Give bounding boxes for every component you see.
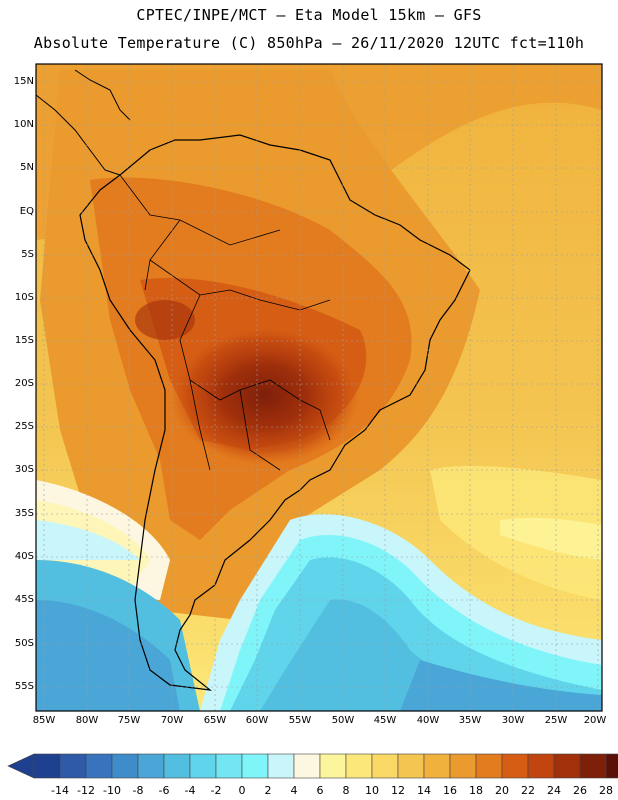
colorbar-label: 4 xyxy=(290,784,298,797)
colorbar-label: -12 xyxy=(77,784,95,797)
lon-label-85w: 85W xyxy=(32,715,56,726)
colorbar-label: 0 xyxy=(238,784,246,797)
colorbar-bin xyxy=(319,753,347,779)
lat-label-15n: 15N xyxy=(13,76,34,87)
lon-label-40w: 40W xyxy=(416,715,440,726)
lat-label-30s: 30S xyxy=(14,464,34,475)
colorbar-bin xyxy=(111,753,139,779)
colorbar-label: 24 xyxy=(547,784,561,797)
colorbar-bin xyxy=(449,753,477,779)
map-frame xyxy=(35,63,603,712)
colorbar-label: -6 xyxy=(158,784,170,797)
lat-label-10n: 10N xyxy=(13,119,34,130)
lon-label-60w: 60W xyxy=(245,715,269,726)
lat-lon-grid xyxy=(36,64,602,711)
colorbar-label: 26 xyxy=(573,784,587,797)
colorbar-label: 18 xyxy=(469,784,483,797)
lon-label-80w: 80W xyxy=(75,715,99,726)
colorbar-bin xyxy=(553,753,581,779)
central-america-coastline xyxy=(35,69,131,176)
colorbar-bin xyxy=(579,753,607,779)
colorbar-bin xyxy=(85,753,113,779)
lon-label-20w: 20W xyxy=(583,715,607,726)
colorbar-label: 20 xyxy=(495,784,509,797)
lat-label-5n: 5N xyxy=(20,162,34,173)
colorbar-bin xyxy=(527,753,555,779)
lat-label-20s: 20S xyxy=(14,378,34,389)
colorbar-label: -10 xyxy=(103,784,121,797)
continent-coastline xyxy=(79,134,471,691)
lon-label-75w: 75W xyxy=(117,715,141,726)
lon-label-45w: 45W xyxy=(373,715,397,726)
lon-label-70w: 70W xyxy=(160,715,184,726)
colorbar-bin xyxy=(59,753,87,779)
country-borders xyxy=(119,174,331,471)
colorbar-label: 12 xyxy=(391,784,405,797)
lat-label-45s: 45S xyxy=(14,594,34,605)
colorbar-label: 6 xyxy=(316,784,324,797)
lat-label-10s: 10S xyxy=(14,292,34,303)
temperature-field xyxy=(36,64,602,711)
lat-label-40s: 40S xyxy=(14,551,34,562)
colorbar-label: 16 xyxy=(443,784,457,797)
colorbar-label: -4 xyxy=(184,784,196,797)
colorbar-bin xyxy=(163,753,191,779)
colorbar-under-arrow xyxy=(7,753,35,779)
lon-label-30w: 30W xyxy=(501,715,525,726)
colorbar-bin xyxy=(345,753,373,779)
colorbar-bin xyxy=(397,753,425,779)
lat-label-eq: EQ xyxy=(19,206,34,217)
colorbar-label: 28 xyxy=(599,784,613,797)
colorbar-bin xyxy=(371,753,399,779)
lon-label-35w: 35W xyxy=(458,715,482,726)
map-title-line2: Absolute Temperature (C) 850hPa – 26/11/… xyxy=(33,34,585,52)
lon-label-65w: 65W xyxy=(203,715,227,726)
colorbar-bin xyxy=(267,753,295,779)
lat-label-15s: 15S xyxy=(14,335,34,346)
colorbar-bin xyxy=(293,753,321,779)
colorbar-bin xyxy=(33,753,61,779)
colorbar-label: -2 xyxy=(210,784,222,797)
colorbar-label: 8 xyxy=(342,784,350,797)
lat-label-35s: 35S xyxy=(14,508,34,519)
lon-label-25w: 25W xyxy=(544,715,568,726)
map-title-line1: CPTEC/INPE/MCT – Eta Model 15km – GFS xyxy=(136,6,482,24)
colorbar-bin xyxy=(215,753,243,779)
lat-label-5s: 5S xyxy=(21,249,34,260)
lon-label-50w: 50W xyxy=(331,715,355,726)
colorbar-bin xyxy=(475,753,503,779)
colorbar-bin xyxy=(137,753,165,779)
colorbar-bin xyxy=(501,753,529,779)
colorbar-bin xyxy=(605,753,618,779)
colorbar-label: 22 xyxy=(521,784,535,797)
lon-label-55w: 55W xyxy=(288,715,312,726)
colorbar-bin xyxy=(423,753,451,779)
colorbar-label: 2 xyxy=(264,784,272,797)
colorbar-label: -14 xyxy=(51,784,69,797)
colorbar-label: 14 xyxy=(417,784,431,797)
colorbar-label: 10 xyxy=(365,784,379,797)
colorbar-label: -8 xyxy=(132,784,144,797)
lat-label-50s: 50S xyxy=(14,638,34,649)
colorbar-bin xyxy=(241,753,269,779)
colorbar-bin xyxy=(189,753,217,779)
lat-label-55s: 55S xyxy=(14,681,34,692)
lat-label-25s: 25S xyxy=(14,421,34,432)
colorbar xyxy=(7,753,618,779)
